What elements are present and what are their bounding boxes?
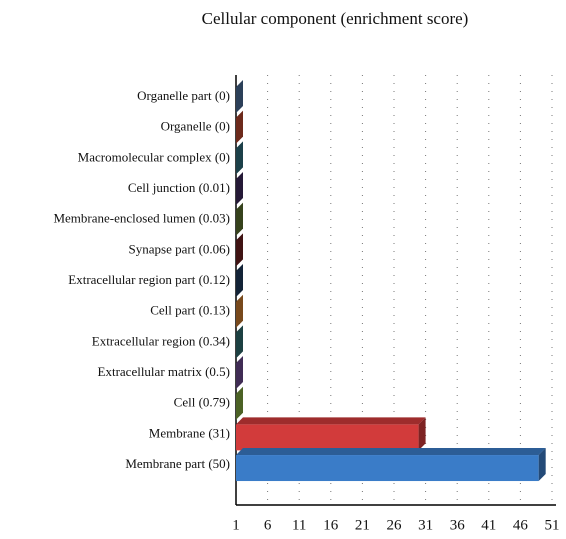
x-tick-label: 1 bbox=[232, 517, 240, 533]
bar-side bbox=[236, 386, 243, 420]
bar bbox=[236, 264, 243, 298]
bar-top bbox=[236, 448, 546, 456]
y-tick-label: Cell junction (0.01) bbox=[128, 180, 230, 195]
chart-title: Cellular component (enrichment score) bbox=[202, 9, 469, 28]
bar-top bbox=[236, 417, 426, 425]
x-tick-label: 46 bbox=[513, 517, 529, 533]
bar-side bbox=[236, 294, 243, 328]
y-tick-label: Organelle (0) bbox=[161, 119, 230, 134]
bar bbox=[236, 294, 243, 328]
x-tick-label: 36 bbox=[450, 517, 466, 533]
bar bbox=[236, 202, 243, 236]
bar-side bbox=[236, 356, 243, 390]
x-tick-label: 16 bbox=[323, 517, 339, 533]
bar bbox=[236, 141, 243, 175]
y-tick-label: Organelle part (0) bbox=[137, 88, 230, 103]
bar bbox=[236, 325, 243, 359]
bar-side bbox=[418, 417, 426, 451]
x-tick-label: 6 bbox=[264, 517, 272, 533]
bar bbox=[236, 233, 243, 267]
y-tick-label: Membrane part (50) bbox=[125, 456, 230, 471]
x-tick-label: 21 bbox=[355, 517, 370, 533]
y-tick-label: Membrane (31) bbox=[149, 425, 230, 440]
bar-side bbox=[236, 172, 243, 206]
bar bbox=[236, 110, 243, 144]
x-tick-label: 26 bbox=[387, 517, 403, 533]
bar-side bbox=[236, 264, 243, 298]
bar-side bbox=[236, 233, 243, 267]
bar-side bbox=[236, 325, 243, 359]
y-tick-label: Synapse part (0.06) bbox=[129, 241, 230, 256]
y-tick-label: Extracellular region (0.34) bbox=[92, 333, 230, 348]
bar-front bbox=[236, 455, 539, 482]
bar-side bbox=[538, 448, 546, 482]
bar bbox=[236, 448, 546, 482]
y-tick-label: Extracellular region part (0.12) bbox=[68, 272, 230, 287]
y-tick-label: Macromolecular complex (0) bbox=[78, 149, 230, 164]
x-tick-label: 31 bbox=[418, 517, 433, 533]
bar bbox=[236, 417, 426, 451]
bar-side bbox=[236, 141, 243, 175]
y-tick-label: Cell part (0.13) bbox=[150, 303, 230, 318]
y-tick-label: Cell (0.79) bbox=[174, 395, 230, 410]
y-tick-label: Membrane-enclosed lumen (0.03) bbox=[53, 211, 230, 226]
bar bbox=[236, 386, 243, 420]
x-tick-label: 11 bbox=[292, 517, 306, 533]
bar-front bbox=[236, 424, 419, 451]
bar bbox=[236, 172, 243, 206]
x-tick-label: 41 bbox=[481, 517, 496, 533]
bar bbox=[236, 356, 243, 390]
bar-side bbox=[236, 202, 243, 236]
bar-side bbox=[236, 110, 243, 144]
y-tick-label: Extracellular matrix (0.5) bbox=[98, 364, 230, 379]
bar bbox=[236, 80, 243, 113]
x-tick-label: 51 bbox=[545, 517, 560, 533]
bar-side bbox=[236, 80, 243, 113]
